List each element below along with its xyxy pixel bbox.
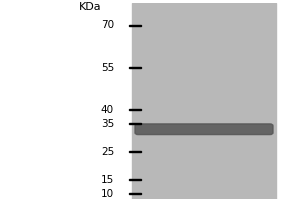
FancyArrow shape xyxy=(129,179,141,180)
Text: 55: 55 xyxy=(101,63,114,73)
Text: 35: 35 xyxy=(101,119,114,129)
Text: KDa: KDa xyxy=(79,2,101,12)
FancyArrow shape xyxy=(129,25,141,26)
FancyBboxPatch shape xyxy=(135,124,273,135)
FancyArrow shape xyxy=(129,123,141,124)
Text: 10: 10 xyxy=(101,189,114,199)
Text: 40: 40 xyxy=(101,105,114,115)
FancyArrow shape xyxy=(129,67,141,68)
FancyArrow shape xyxy=(129,151,141,152)
Text: 25: 25 xyxy=(101,147,114,157)
Text: 15: 15 xyxy=(101,175,114,185)
Bar xyxy=(132,3,276,199)
FancyArrow shape xyxy=(129,109,141,110)
FancyArrow shape xyxy=(129,193,141,194)
Text: 70: 70 xyxy=(101,20,114,30)
